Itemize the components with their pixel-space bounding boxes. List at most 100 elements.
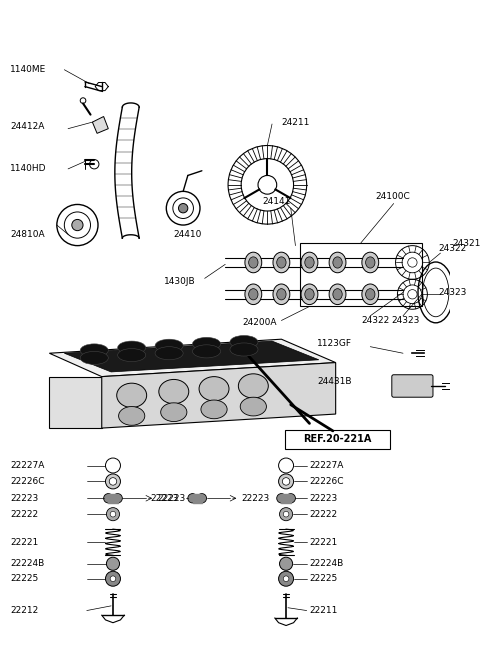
Ellipse shape (239, 374, 268, 398)
Circle shape (90, 160, 99, 169)
Polygon shape (64, 341, 319, 372)
FancyBboxPatch shape (392, 375, 433, 397)
Text: 22221: 22221 (310, 538, 338, 547)
Ellipse shape (80, 344, 108, 357)
Circle shape (110, 576, 116, 582)
Text: 22223: 22223 (10, 494, 38, 503)
Text: 1140ME: 1140ME (10, 66, 46, 74)
Circle shape (278, 571, 294, 586)
Ellipse shape (333, 257, 342, 268)
Text: 24141: 24141 (263, 197, 291, 206)
Ellipse shape (161, 403, 187, 422)
Ellipse shape (273, 252, 290, 272)
Polygon shape (49, 339, 336, 377)
Text: 22225: 22225 (10, 574, 38, 583)
Ellipse shape (329, 252, 346, 272)
Circle shape (279, 508, 293, 521)
Circle shape (106, 458, 120, 473)
Text: 22223: 22223 (157, 494, 185, 503)
Text: 24323: 24323 (392, 316, 420, 325)
Text: 24431B: 24431B (317, 377, 351, 386)
Text: 22221: 22221 (10, 538, 38, 547)
Circle shape (109, 477, 117, 485)
Ellipse shape (305, 289, 314, 300)
Circle shape (106, 474, 120, 489)
Circle shape (283, 576, 289, 582)
Polygon shape (92, 117, 108, 134)
Circle shape (278, 474, 294, 489)
FancyBboxPatch shape (285, 430, 390, 449)
Text: 24100C: 24100C (375, 193, 410, 202)
Ellipse shape (305, 257, 314, 268)
Circle shape (110, 512, 116, 517)
Text: REF.20-221A: REF.20-221A (303, 434, 372, 444)
Circle shape (278, 458, 294, 473)
Text: 22222: 22222 (10, 510, 38, 519)
Ellipse shape (230, 335, 258, 348)
Circle shape (283, 512, 289, 517)
Text: 22223: 22223 (310, 494, 338, 503)
Text: 22225: 22225 (310, 574, 338, 583)
Text: 24323: 24323 (439, 288, 467, 297)
Text: 22224B: 22224B (310, 559, 344, 569)
Circle shape (197, 494, 206, 503)
Ellipse shape (276, 257, 286, 268)
Ellipse shape (118, 341, 146, 354)
Ellipse shape (245, 252, 262, 272)
Text: 24410: 24410 (174, 230, 202, 239)
Text: 24321: 24321 (453, 239, 480, 248)
Circle shape (107, 557, 120, 571)
Circle shape (104, 494, 113, 503)
Ellipse shape (301, 252, 318, 272)
Ellipse shape (362, 284, 379, 305)
Ellipse shape (118, 348, 146, 362)
Text: 22226C: 22226C (310, 477, 344, 486)
Circle shape (408, 258, 417, 267)
Circle shape (72, 219, 83, 231)
Circle shape (282, 477, 290, 485)
Text: 24322: 24322 (361, 316, 389, 325)
Ellipse shape (333, 289, 342, 300)
Ellipse shape (329, 284, 346, 305)
Ellipse shape (366, 257, 375, 268)
Circle shape (279, 557, 293, 571)
Text: 22226C: 22226C (10, 477, 45, 486)
Ellipse shape (240, 397, 266, 416)
Text: 22211: 22211 (310, 606, 338, 615)
Text: 22223: 22223 (150, 494, 179, 503)
Text: 22212: 22212 (10, 606, 38, 615)
Bar (300, 243, 422, 307)
Ellipse shape (249, 257, 258, 268)
Text: 22227A: 22227A (310, 461, 344, 470)
Ellipse shape (155, 339, 183, 352)
Circle shape (107, 508, 120, 521)
Text: 22224B: 22224B (10, 559, 44, 569)
Ellipse shape (230, 343, 258, 356)
Ellipse shape (192, 345, 221, 358)
Ellipse shape (366, 289, 375, 300)
Ellipse shape (362, 252, 379, 272)
Ellipse shape (201, 400, 227, 419)
Text: 1430JB: 1430JB (165, 276, 196, 286)
Circle shape (258, 176, 276, 194)
Circle shape (408, 290, 417, 299)
Circle shape (106, 571, 120, 586)
Circle shape (276, 494, 286, 503)
Ellipse shape (199, 377, 229, 401)
Ellipse shape (245, 284, 262, 305)
Circle shape (188, 494, 197, 503)
Circle shape (179, 204, 188, 213)
Polygon shape (49, 377, 102, 428)
Text: 24211: 24211 (281, 118, 310, 126)
Ellipse shape (273, 284, 290, 305)
Ellipse shape (155, 346, 183, 360)
Ellipse shape (276, 289, 286, 300)
Circle shape (286, 494, 295, 503)
Text: 1140HD: 1140HD (10, 164, 47, 174)
Ellipse shape (159, 379, 189, 403)
Ellipse shape (80, 351, 108, 364)
Text: 24200A: 24200A (242, 318, 276, 327)
Text: 1123GF: 1123GF (317, 339, 352, 348)
Text: 24810A: 24810A (10, 230, 45, 239)
Ellipse shape (117, 383, 147, 407)
